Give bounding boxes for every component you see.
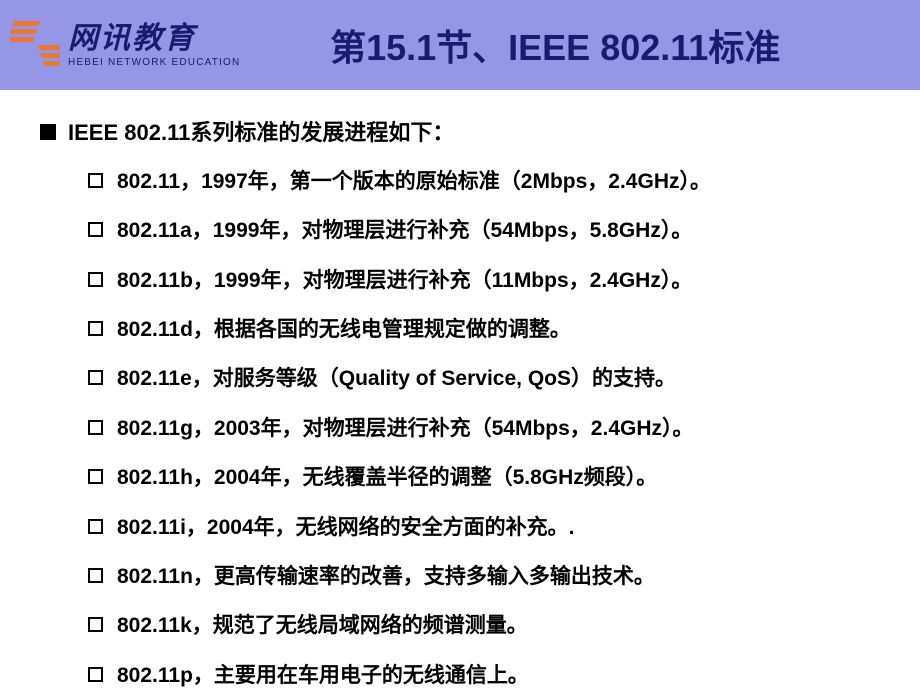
heading-text: IEEE 802.11系列标准的发展进程如下： bbox=[68, 118, 454, 149]
hollow-square-bullet-icon bbox=[88, 420, 103, 435]
hollow-square-bullet-icon bbox=[88, 173, 103, 188]
list-item: 802.11e，对服务等级（Quality of Service, QoS）的支… bbox=[88, 364, 880, 393]
list-item: 802.11h，2004年，无线覆盖半径的调整（5.8GHz频段）。 bbox=[88, 463, 880, 492]
hollow-square-bullet-icon bbox=[88, 519, 103, 534]
list-item: 802.11n，更高传输速率的改善，支持多输入多输出技术。 bbox=[88, 562, 880, 591]
slide-content: IEEE 802.11系列标准的发展进程如下： 802.11，1997年，第一个… bbox=[0, 90, 920, 690]
item-text: 802.11，1997年，第一个版本的原始标准（2Mbps，2.4GHz）。 bbox=[117, 167, 711, 196]
list-item: 802.11b，1999年，对物理层进行补充（11Mbps，2.4GHz）。 bbox=[88, 266, 880, 295]
item-text: 802.11h，2004年，无线覆盖半径的调整（5.8GHz频段）。 bbox=[117, 463, 657, 492]
list-item: 802.11d，根据各国的无线电管理规定做的调整。 bbox=[88, 315, 880, 344]
list-item: 802.11p，主要用在车用电子的无线通信上。 bbox=[88, 661, 880, 690]
hollow-square-bullet-icon bbox=[88, 222, 103, 237]
logo-cn: 网讯教育 bbox=[68, 22, 240, 55]
item-text: 802.11i，2004年，无线网络的安全方面的补充。. bbox=[117, 513, 574, 542]
heading-row: IEEE 802.11系列标准的发展进程如下： bbox=[40, 118, 880, 149]
slide-header: 网讯教育 HEBEI NETWORK EDUCATION 第15.1节、IEEE… bbox=[0, 0, 920, 90]
item-text: 802.11a，1999年，对物理层进行补充（54Mbps，5.8GHz）。 bbox=[117, 216, 692, 245]
item-text: 802.11n，更高传输速率的改善，支持多输入多输出技术。 bbox=[117, 562, 655, 591]
logo-en: HEBEI NETWORK EDUCATION bbox=[68, 57, 240, 68]
hollow-square-bullet-icon bbox=[88, 617, 103, 632]
logo-block: 网讯教育 HEBEI NETWORK EDUCATION bbox=[10, 15, 240, 75]
list-item: 802.11，1997年，第一个版本的原始标准（2Mbps，2.4GHz）。 bbox=[88, 167, 880, 196]
list-item: 802.11k，规范了无线局域网络的频谱测量。 bbox=[88, 611, 880, 640]
hollow-square-bullet-icon bbox=[88, 370, 103, 385]
logo-text-block: 网讯教育 HEBEI NETWORK EDUCATION bbox=[68, 22, 240, 68]
list-item: 802.11i，2004年，无线网络的安全方面的补充。. bbox=[88, 513, 880, 542]
slide-title: 第15.1节、IEEE 802.11标准 bbox=[240, 19, 910, 71]
hollow-square-bullet-icon bbox=[88, 568, 103, 583]
filled-square-bullet-icon bbox=[40, 124, 56, 140]
hollow-square-bullet-icon bbox=[88, 667, 103, 682]
logo-icon bbox=[10, 15, 60, 75]
list-item: 802.11a，1999年，对物理层进行补充（54Mbps，5.8GHz）。 bbox=[88, 216, 880, 245]
item-text: 802.11g，2003年，对物理层进行补充（54Mbps，2.4GHz）。 bbox=[117, 414, 694, 443]
item-text: 802.11d，根据各国的无线电管理规定做的调整。 bbox=[117, 315, 571, 344]
item-text: 802.11e，对服务等级（Quality of Service, QoS）的支… bbox=[117, 364, 676, 393]
item-text: 802.11b，1999年，对物理层进行补充（11Mbps，2.4GHz）。 bbox=[117, 266, 692, 295]
hollow-square-bullet-icon bbox=[88, 321, 103, 336]
hollow-square-bullet-icon bbox=[88, 469, 103, 484]
item-text: 802.11k，规范了无线局域网络的频谱测量。 bbox=[117, 611, 528, 640]
item-text: 802.11p，主要用在车用电子的无线通信上。 bbox=[117, 661, 529, 690]
hollow-square-bullet-icon bbox=[88, 272, 103, 287]
list-item: 802.11g，2003年，对物理层进行补充（54Mbps，2.4GHz）。 bbox=[88, 414, 880, 443]
